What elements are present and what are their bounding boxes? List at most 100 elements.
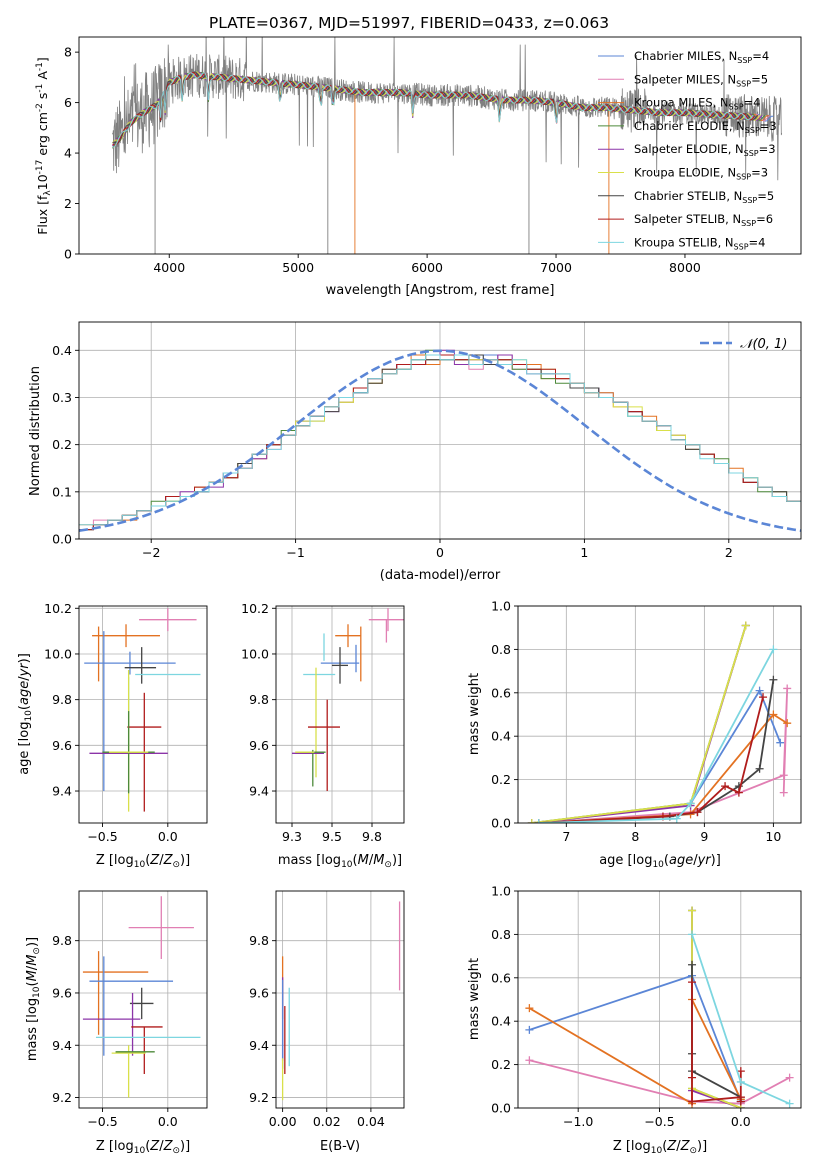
y-tick-label: 10.2 — [241, 601, 269, 616]
x-tick-label: −0.5 — [87, 1114, 117, 1129]
legend-label: Kroupa MILES, NSSP=4 — [634, 96, 760, 112]
errorbar-salpeter-miles — [139, 608, 197, 632]
weights-line — [529, 974, 742, 1102]
y-axis-label: age [log10(age/yr)] — [17, 653, 34, 775]
point-marker — [736, 1097, 745, 1106]
point-marker — [736, 1067, 745, 1076]
x-tick-label: 0.0 — [158, 829, 178, 844]
weights-line — [538, 648, 775, 823]
y-tick-label: 9.4 — [249, 784, 269, 799]
legend-label: Salpeter STELIB, NSSP=6 — [634, 212, 773, 228]
errorbar-chabrier-stelib — [332, 647, 348, 684]
legend-label: 𝒩(0, 1) — [740, 337, 787, 352]
y-tick-label: 0.8 — [491, 927, 511, 942]
plot-area-age_vs_Z — [84, 608, 201, 812]
legend-label: Chabrier STELIB, NSSP=5 — [634, 189, 774, 205]
y-tick-label: 0.2 — [491, 772, 511, 787]
x-tick-label: 0.00 — [269, 1114, 297, 1129]
weights-line — [531, 625, 747, 823]
x-axis-label: (data-model)/error — [380, 568, 501, 583]
y-axis-label: mass weight — [467, 673, 482, 755]
legend-label: Kroupa ELODIE, NSSP=3 — [634, 166, 768, 182]
x-tick-label: 0.04 — [357, 1114, 385, 1129]
point-marker — [693, 808, 702, 817]
y-tick-label: 0.2 — [52, 437, 72, 452]
plot-area-age_vs_mass — [292, 608, 404, 792]
axes-frame — [517, 605, 802, 824]
x-tick-label: 2 — [725, 545, 733, 560]
grid-mass_vs_EBV — [276, 891, 404, 1108]
weights-kroupa-stelib — [534, 645, 778, 823]
grid-age_vs_Z — [79, 606, 207, 823]
weights-chabrier-stelib — [688, 960, 745, 1106]
axes-frame — [275, 605, 405, 824]
y-axis-label: mass weight — [467, 958, 482, 1040]
plot-area-weight_vs_Z — [525, 906, 794, 1108]
y-tick-label: 1.0 — [491, 884, 511, 899]
point-marker — [769, 645, 778, 654]
x-tick-label: 9.3 — [282, 829, 302, 844]
y-tick-label: 0.8 — [491, 642, 511, 657]
point-marker — [527, 819, 536, 823]
y-tick-label: 0.4 — [491, 729, 511, 744]
weights-salpeter-miles — [534, 684, 792, 823]
point-marker — [688, 1073, 697, 1082]
weights-line — [538, 696, 764, 823]
axes-frame — [78, 36, 802, 255]
y-tick-label: 0.6 — [491, 970, 511, 985]
weights-chabrier-elodie — [527, 621, 750, 823]
y-tick-label: 4 — [64, 146, 72, 161]
x-tick-label: 9.5 — [322, 829, 342, 844]
axes-weight_vs_age: 7 8 9 10 0.0 0.2 0.4 0.6 0.8 1.0 age [log10(age/yr… — [467, 599, 802, 870]
y-tick-label: 10.0 — [44, 646, 72, 661]
point-marker — [721, 782, 730, 791]
axes-frame — [275, 890, 405, 1109]
weights-line — [691, 982, 742, 1103]
axes-residuals: −2 −1 0 1 2 0.0 0.1 0.2 0.3 0.4 𝒩(0, 1) (data-model… — [28, 321, 802, 583]
point-marker — [785, 1099, 794, 1108]
plot-area-weight_vs_age — [527, 621, 792, 823]
y-tick-label: 0.0 — [52, 532, 72, 547]
point-marker — [736, 1077, 745, 1086]
y-tick-label: 9.4 — [249, 1038, 269, 1053]
point-marker — [779, 788, 788, 797]
figure-title: PLATE=0367, MJD=51997, FIBERID=0433, z=0… — [209, 14, 609, 32]
weights-chabrier-stelib — [534, 675, 778, 823]
x-tick-label: 9 — [700, 829, 708, 844]
point-marker — [525, 1056, 534, 1065]
legend-label: Kroupa STELIB, NSSP=4 — [634, 235, 765, 251]
point-marker — [769, 710, 778, 719]
x-tick-label: 5000 — [282, 260, 314, 275]
y-tick-label: 9.6 — [52, 985, 72, 1000]
x-tick-label: 0.0 — [731, 1114, 751, 1129]
x-tick-label: −0.5 — [644, 1114, 674, 1129]
axes-age_vs_mass: 9.3 9.5 9.8 9.4 9.6 9.8 10.0 10.2 mass [log10(M/… — [241, 601, 405, 870]
weights-line — [531, 625, 747, 823]
plot-area-mass_vs_EBV — [281, 901, 401, 1101]
model-spectrum-kroupa-stelib — [112, 72, 754, 148]
point-marker — [785, 1073, 794, 1082]
x-tick-label: 8 — [631, 829, 639, 844]
y-tick-label: 0.3 — [52, 390, 72, 405]
y-tick-label: 0.0 — [491, 1101, 511, 1116]
y-tick-label: 9.6 — [249, 985, 269, 1000]
model-spectrum-salpeter-elodie — [111, 71, 763, 147]
x-tick-label: −0.5 — [87, 829, 117, 844]
x-tick-label: 6000 — [411, 260, 443, 275]
point-marker — [672, 814, 681, 823]
weights-salpeter-stelib — [688, 978, 745, 1106]
point-marker — [688, 978, 697, 987]
errorbar-chabrier-stelib — [129, 987, 154, 1020]
axes-mass_vs_EBV: 0.00 0.02 0.04 9.2 9.4 9.6 9.8 E(B-V) — [249, 890, 405, 1154]
point-marker — [534, 819, 543, 823]
x-tick-label: 4000 — [153, 260, 185, 275]
y-tick-label: 9.8 — [52, 692, 72, 707]
x-tick-label: −1 — [286, 545, 304, 560]
plot-area-spectrum — [111, 37, 783, 254]
weights-kroupa-miles — [525, 995, 745, 1108]
weights-chabrier-miles — [534, 686, 785, 823]
y-tick-label: 0.4 — [491, 1014, 511, 1029]
y-tick-label: 2 — [64, 196, 72, 211]
weights-line — [538, 679, 775, 823]
point-marker — [755, 686, 764, 695]
